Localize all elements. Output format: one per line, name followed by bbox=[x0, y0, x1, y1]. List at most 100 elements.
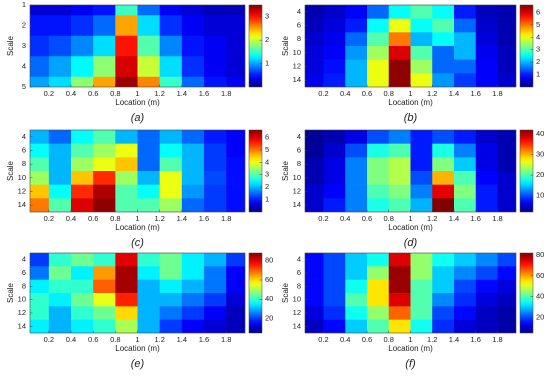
heatmap-cell bbox=[137, 306, 160, 320]
heatmap-cell bbox=[203, 15, 227, 37]
heatmap-cell bbox=[475, 18, 498, 33]
heatmap-cell bbox=[323, 73, 346, 87]
heatmap-cell bbox=[203, 143, 227, 158]
heatmap-cell bbox=[497, 130, 516, 144]
heatmap-cell bbox=[454, 306, 477, 320]
colorbar-tick-label: 80 bbox=[265, 256, 273, 265]
x-tick-label: 1.6 bbox=[199, 89, 209, 98]
y-tick-label: 6 bbox=[22, 268, 26, 277]
heatmap-cell bbox=[432, 59, 455, 74]
colorbar bbox=[248, 4, 263, 88]
heatmap-cell bbox=[345, 319, 368, 333]
heatmap-cell bbox=[410, 143, 433, 158]
colorbar bbox=[248, 129, 263, 213]
heatmap-cell bbox=[181, 266, 205, 280]
heatmap-cell bbox=[345, 157, 368, 172]
heatmap-cell bbox=[115, 171, 138, 185]
x-axis-label: Location (m) bbox=[388, 98, 433, 107]
heatmap-cell bbox=[71, 15, 94, 37]
heatmap-cell bbox=[203, 198, 227, 212]
heatmap-cell bbox=[226, 184, 245, 199]
heatmap-cell bbox=[159, 198, 183, 212]
heatmap-cell bbox=[366, 18, 390, 33]
caption: (b) bbox=[404, 112, 418, 124]
heatmap-cell bbox=[388, 306, 411, 320]
x-tick-label: 0.2 bbox=[318, 335, 328, 344]
heatmap-cell bbox=[305, 46, 324, 60]
heatmap-cell bbox=[454, 171, 477, 185]
heatmap-cell bbox=[323, 130, 346, 144]
heatmap-cell bbox=[305, 5, 324, 19]
heatmap-cell bbox=[454, 73, 477, 87]
x-tick-label: 0.2 bbox=[44, 214, 54, 223]
heatmap-cell bbox=[115, 198, 138, 212]
heatmap-cells bbox=[30, 5, 245, 87]
x-tick-label: 0.8 bbox=[110, 89, 120, 98]
heatmap-cell bbox=[388, 279, 411, 294]
heatmap-cell bbox=[454, 293, 477, 307]
heatmap-cells bbox=[30, 130, 245, 212]
heatmap-cell bbox=[432, 306, 455, 320]
heatmap-cell bbox=[48, 5, 72, 16]
heatmap-cell bbox=[137, 319, 160, 333]
heatmap-cell bbox=[475, 171, 498, 185]
y-axis-label: Scale bbox=[281, 160, 290, 181]
heatmap-cell bbox=[497, 266, 516, 280]
colorbar-tick-label: 20 bbox=[536, 312, 544, 321]
heatmap-cell bbox=[366, 253, 390, 267]
heatmap-cell bbox=[159, 130, 183, 144]
x-tick-label: 0.6 bbox=[362, 335, 372, 344]
y-tick-label: 4 bbox=[297, 255, 301, 264]
colorbar-tick-label: 1 bbox=[265, 59, 269, 68]
x-tick-label: 1.2 bbox=[154, 214, 164, 223]
x-tick-label: 1.2 bbox=[427, 335, 437, 344]
heatmap-cell bbox=[159, 143, 183, 158]
caption: (d) bbox=[404, 237, 418, 249]
heatmap-cell bbox=[30, 56, 50, 78]
heatmap-cell bbox=[388, 184, 411, 199]
x-axis-label: Location (m) bbox=[388, 344, 433, 353]
heatmap-cell bbox=[305, 266, 324, 280]
heatmap-cell bbox=[410, 171, 433, 185]
heatmap-cell bbox=[454, 319, 477, 333]
colorbar-tick-label: 3 bbox=[265, 170, 269, 179]
heatmap-cell bbox=[226, 319, 245, 333]
y-tick-label: 10 bbox=[293, 173, 301, 182]
colorbar-tick-label: 10 bbox=[536, 191, 544, 200]
heatmap-cell bbox=[115, 130, 138, 144]
heatmap-cell bbox=[410, 59, 433, 74]
heatmap-cell bbox=[30, 35, 50, 57]
heatmap-cell bbox=[93, 184, 116, 199]
heatmap-cell bbox=[323, 293, 346, 307]
heatmap-cell bbox=[48, 266, 72, 280]
heatmap-cell bbox=[475, 253, 498, 267]
heatmap-cell bbox=[305, 130, 324, 144]
heatmap-cell bbox=[137, 157, 160, 172]
heatmap-cell bbox=[475, 198, 498, 212]
heatmap-cell bbox=[366, 143, 390, 158]
heatmap-cell bbox=[181, 319, 205, 333]
heatmap-cell bbox=[115, 5, 138, 16]
caption: (a) bbox=[131, 112, 145, 124]
heatmap-cell bbox=[410, 73, 433, 87]
heatmap-cell bbox=[410, 306, 433, 320]
y-axis-label: Scale bbox=[6, 35, 15, 56]
y-tick-label: 6 bbox=[297, 20, 301, 29]
heatmap-cell bbox=[48, 35, 72, 57]
heatmap-cell bbox=[203, 157, 227, 172]
y-tick-label: 12 bbox=[293, 308, 301, 317]
heatmap-cell bbox=[475, 266, 498, 280]
x-tick-label: 1.6 bbox=[199, 335, 209, 344]
heatmap-cell bbox=[159, 157, 183, 172]
heatmap-cells bbox=[305, 130, 516, 212]
heatmap-cell bbox=[366, 319, 390, 333]
heatmap-cell bbox=[432, 5, 455, 19]
heatmap-cell bbox=[71, 293, 94, 307]
y-tick-label: 4 bbox=[22, 132, 26, 141]
colorbar-tick-label: 2 bbox=[536, 57, 540, 66]
x-tick-label: 0.6 bbox=[362, 89, 372, 98]
y-tick-label: 12 bbox=[293, 186, 301, 195]
heatmap-cell bbox=[181, 279, 205, 294]
heatmap-cell bbox=[345, 18, 368, 33]
heatmap-cell bbox=[115, 157, 138, 172]
